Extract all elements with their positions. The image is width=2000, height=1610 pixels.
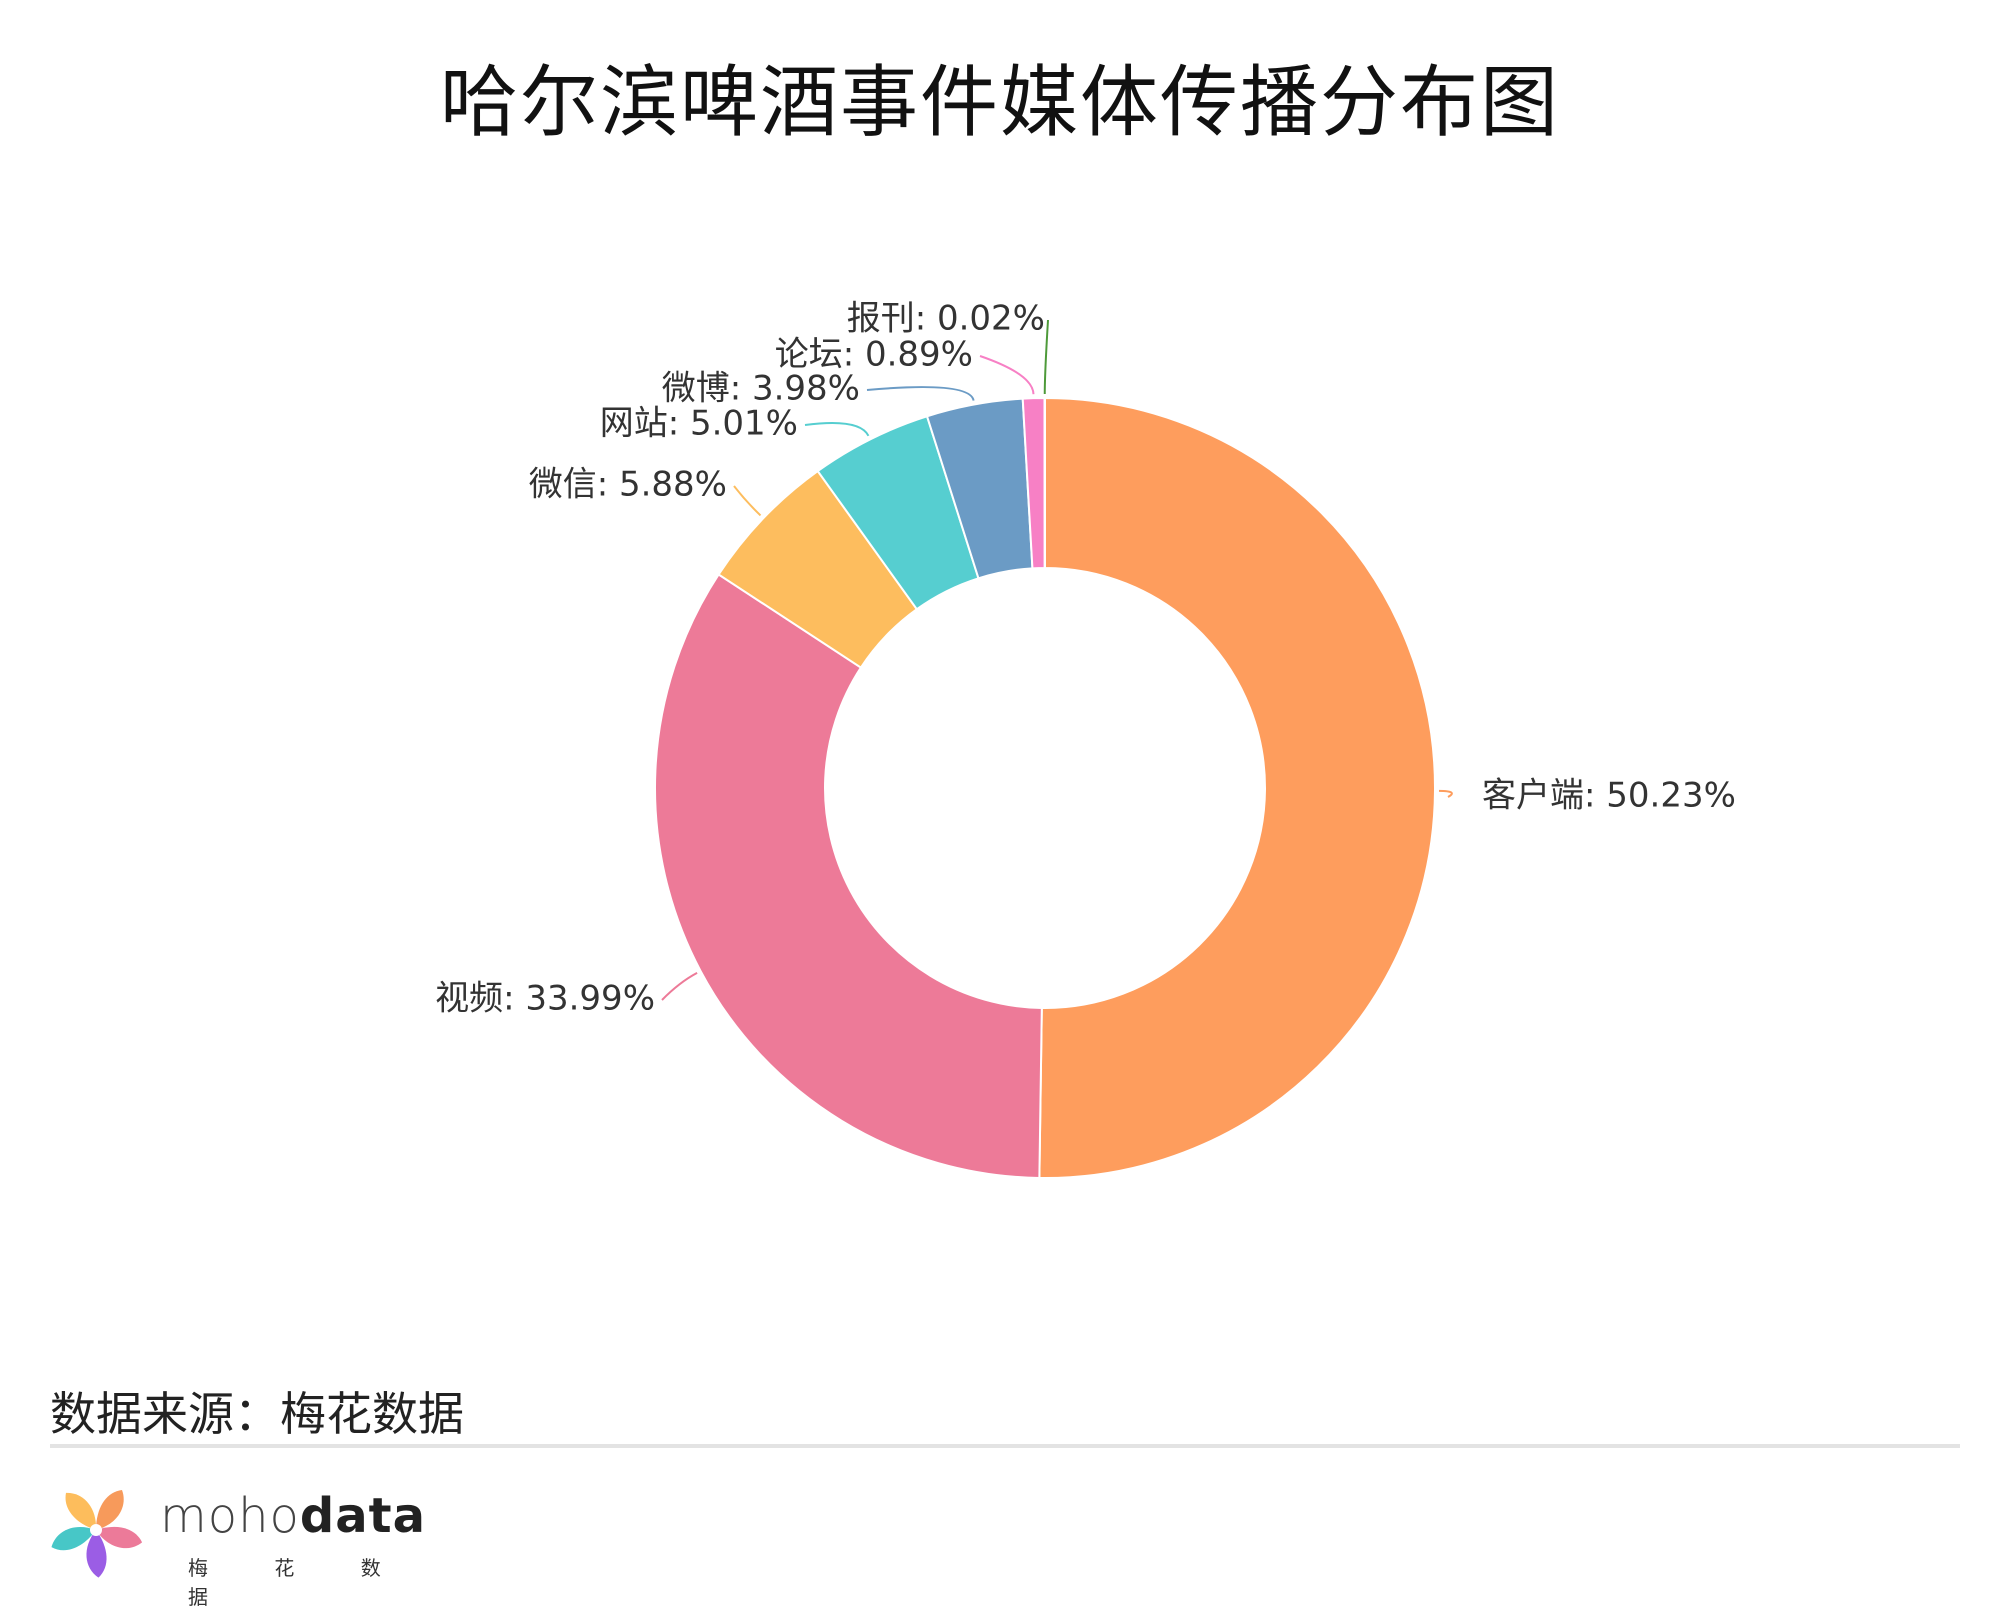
slice-6-label: 论坛: 0.89% [775,335,973,375]
slice-5-leader-line [867,387,974,400]
slice-1-arc[interactable] [1039,398,1435,1178]
pinwheel-logo-icon [48,1482,144,1578]
logo-subtitle: 梅 花 数 据 [188,1552,428,1610]
slice-1-label: 客户端: 50.23% [1482,776,1736,816]
slice-4-label: 网站: 5.01% [600,404,798,444]
slice-3-leader-line [734,486,761,515]
logo-wordmark-light: moho [160,1488,300,1544]
footer-divider [50,1444,1960,1448]
slice-2-arc[interactable] [655,574,1042,1177]
data-source-note: 数据来源：梅花数据 [50,1378,464,1444]
slice-7-leader-line [1045,320,1048,394]
slice-5-label: 微博: 3.98% [662,369,860,409]
logo-petal [96,1490,124,1530]
logo-wordmark-bold: data [300,1488,426,1544]
slice-7-label: 报刊: 0.02% [847,299,1045,339]
slice-1-leader-line [1439,791,1452,797]
logo-wordmark: mohodata [160,1488,426,1544]
slice-4-leader-line [805,423,868,436]
mohodata-logo: mohodata 梅 花 数 据 [48,1482,428,1582]
slice-6-leader-line [980,356,1033,394]
slices-layer [655,398,1435,1178]
slice-3-label: 微信: 5.88% [529,465,727,505]
slice-2-label: 视频: 33.99% [435,979,655,1019]
slice-2-leader-line [662,973,697,1000]
